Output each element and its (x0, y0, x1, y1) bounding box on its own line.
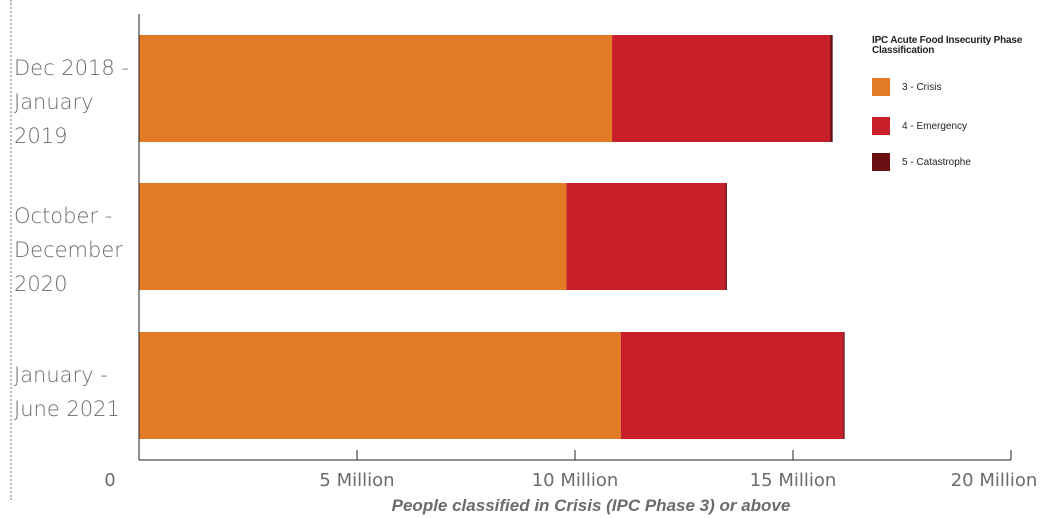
legend-swatch (872, 78, 890, 96)
bar-segment-5-1 (725, 183, 727, 290)
bar-segment-5-2 (843, 332, 845, 439)
legend-label: 3 - Crisis (902, 81, 942, 93)
bar-segment-4-1 (566, 183, 726, 290)
bar-segment-4-2 (620, 332, 844, 439)
legend-item: 3 - Crisis (872, 78, 941, 96)
x-tick-label: 0 (104, 470, 116, 491)
bar-segment-3-0 (139, 35, 613, 142)
category-label-line: Dec 2018 - (14, 56, 130, 80)
category-label: Dec 2018 - January 2019 (14, 51, 144, 153)
dotted-border (10, 0, 12, 500)
legend-title: IPC Acute Food Insecurity Phase Classifi… (872, 35, 1023, 56)
legend-item: 5 - Catastrophe (872, 153, 971, 171)
category-label: January - June 2021 (14, 358, 144, 426)
legend-item: 4 - Emergency (872, 117, 967, 135)
x-axis-title: People classified in Crisis (IPC Phase 3… (391, 496, 791, 515)
legend-swatch (872, 117, 890, 135)
category-label-line: October - (14, 204, 113, 228)
category-label-line: December (14, 238, 123, 262)
bar-segment-3-2 (139, 332, 621, 439)
bar-segment-5-0 (830, 35, 833, 142)
category-label-line: 2020 (14, 272, 68, 296)
category-label-line: 2019 (14, 124, 68, 148)
category-label-line: June 2021 (14, 397, 120, 421)
x-tick-label: 10 Million (531, 470, 619, 491)
bar-segment-3-1 (139, 183, 567, 290)
category-label: October - December 2020 (14, 199, 144, 301)
bar-segment-4-0 (612, 35, 831, 142)
x-tick-label: 20 Million (950, 470, 1038, 491)
category-label-line: January - (14, 363, 108, 387)
x-tick-label: 15 Million (749, 470, 837, 491)
legend-swatch (872, 153, 890, 171)
x-tick-label: 5 Million (319, 470, 395, 491)
legend-label: 5 - Catastrophe (902, 156, 971, 168)
legend: IPC Acute Food Insecurity Phase Classifi… (872, 35, 1032, 171)
category-label-line: January (14, 90, 94, 114)
legend-label: 4 - Emergency (902, 120, 968, 132)
